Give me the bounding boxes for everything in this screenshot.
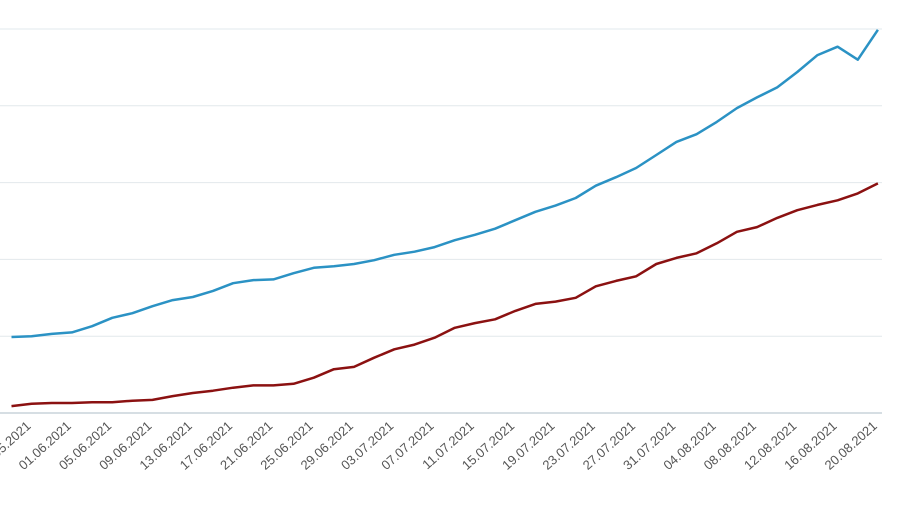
series-line bbox=[11, 182, 879, 408]
series-line bbox=[11, 29, 879, 339]
